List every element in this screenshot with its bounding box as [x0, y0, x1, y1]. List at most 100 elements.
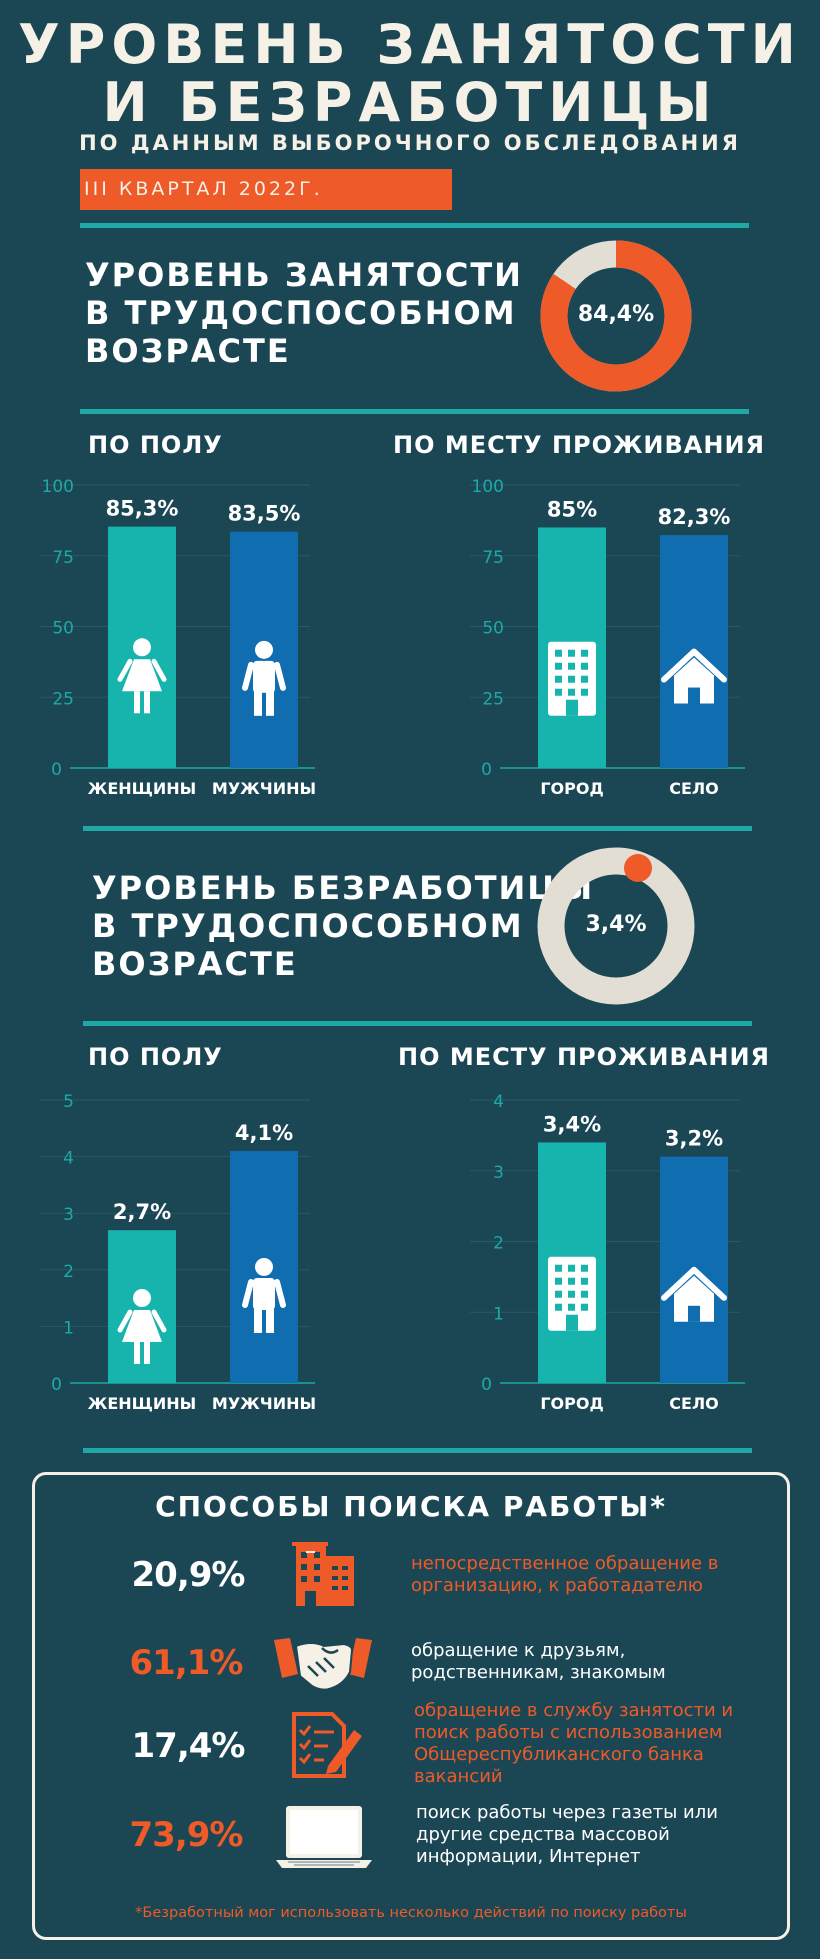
y-tick-label: 2: [63, 1262, 74, 1282]
unemployment-by-residence-chart: 0 1 2 3 4 3,4% ГОРОД 3,2% СЕЛО: [470, 1092, 745, 1413]
page-title-line1: УРОВЕНЬ ЗАНЯТОСТИ: [18, 13, 802, 76]
job-search-title: СПОСОБЫ ПОИСКА РАБОТЫ*: [155, 1490, 667, 1523]
method-text-line: вакансий: [414, 1766, 503, 1787]
method-text-line: обращение в службу занятости и: [414, 1700, 734, 1721]
y-tick-label: 0: [481, 760, 492, 780]
category-label: ЖЕНЩИНЫ: [88, 779, 196, 798]
unemployment-heading: УРОВЕНЬ БЕЗРАБОТИЦЫ В ТРУДОСПОСОБНОМ ВОЗ…: [92, 869, 594, 983]
divider: [83, 1448, 752, 1453]
house-icon: [661, 1266, 727, 1322]
y-tick-label: 2: [493, 1234, 504, 1254]
donut-track: [537, 847, 695, 1005]
laptop-icon: [276, 1806, 372, 1868]
category-label: ГОРОД: [540, 1394, 603, 1413]
y-tick-label: 3: [493, 1163, 504, 1183]
data-label: 85%: [547, 497, 597, 521]
handshake-icon: [274, 1638, 372, 1691]
quarter-badge: III КВАРТАЛ 2022Г.: [80, 169, 452, 210]
y-tick-label: 75: [52, 548, 74, 568]
employment-by-sex-heading: ПО ПОЛУ: [88, 431, 223, 459]
building-icon: [548, 1256, 596, 1331]
category-label: МУЖЧИНЫ: [212, 779, 316, 798]
unemployment-heading-line1: УРОВЕНЬ БЕЗРАБОТИЦЫ: [92, 869, 595, 907]
method-text-line: организацию, к работадателю: [411, 1575, 703, 1596]
donut-value-arc: [624, 854, 652, 882]
divider: [80, 223, 749, 228]
category-label: СЕЛО: [669, 779, 719, 798]
man-icon: [242, 640, 286, 716]
woman-icon: [117, 638, 167, 714]
method-text-line: непосредственное обращение в: [411, 1553, 719, 1574]
employment-by-sex-chart: 0 25 50 75 100 85,3% ЖЕНЩИНЫ 83,5% МУЖЧИНЫ: [40, 477, 316, 798]
method-text-line: обращение к друзьям,: [411, 1640, 626, 1661]
data-label: 3,2%: [665, 1127, 723, 1151]
method-text-line: родственникам, знакомым: [411, 1662, 666, 1683]
category-label: СЕЛО: [669, 1394, 719, 1413]
method-text: поиск работы через газеты или другие сре…: [416, 1802, 718, 1868]
building-icon: [548, 641, 596, 716]
unemployment-by-residence-heading: ПО МЕСТУ ПРОЖИВАНИЯ: [398, 1043, 771, 1071]
unemployment-heading-line3: ВОЗРАСТЕ: [92, 945, 298, 983]
man-icon: [242, 1257, 286, 1333]
y-tick-label: 1: [493, 1304, 504, 1324]
employment-donut: [540, 240, 692, 392]
y-tick-label: 1: [63, 1318, 74, 1338]
woman-icon: [117, 1289, 167, 1364]
method-text-line: Общереспубликанского банка: [414, 1744, 704, 1765]
office-building-icon: [292, 1542, 354, 1606]
category-label: ГОРОД: [540, 779, 603, 798]
method-text: непосредственное обращение в организацию…: [411, 1553, 718, 1597]
y-tick-label: 50: [482, 619, 504, 639]
employment-by-residence-chart: 0 25 50 75 100 85% ГОРОД 82,3% СЕЛО: [470, 477, 745, 798]
divider: [83, 826, 752, 831]
method-pct: 20,9%: [131, 1555, 246, 1595]
y-tick-label: 4: [63, 1149, 74, 1169]
y-tick-label: 50: [52, 619, 74, 639]
method-pct: 17,4%: [131, 1726, 246, 1766]
y-tick-label: 0: [51, 1375, 62, 1395]
page-subtitle: ПО ДАННЫМ ВЫБОРОЧНОГО ОБСЛЕДОВАНИЯ: [79, 131, 741, 155]
divider: [83, 1021, 752, 1026]
method-pct: 73,9%: [129, 1815, 244, 1855]
divider: [80, 409, 749, 414]
y-tick-label: 100: [472, 477, 504, 497]
y-tick-label: 0: [51, 760, 62, 780]
unemployment-heading-line2: В ТРУДОСПОСОБНОМ: [92, 907, 524, 945]
method-text: обращение в службу занятости и поиск раб…: [414, 1700, 733, 1788]
employment-by-residence-heading: ПО МЕСТУ ПРОЖИВАНИЯ: [393, 431, 766, 459]
data-label: 4,1%: [235, 1121, 293, 1145]
method-pct: 61,1%: [129, 1643, 244, 1683]
y-tick-label: 25: [482, 689, 504, 709]
category-label: ЖЕНЩИНЫ: [88, 1394, 196, 1413]
category-label: МУЖЧИНЫ: [212, 1394, 316, 1413]
employment-heading-line3: ВОЗРАСТЕ: [85, 332, 291, 370]
unemployment-by-sex-heading: ПО ПОЛУ: [88, 1043, 223, 1071]
employment-heading: УРОВЕНЬ ЗАНЯТОСТИ В ТРУДОСПОСОБНОМ ВОЗРА…: [85, 256, 523, 370]
unemployment-by-sex-chart: 0 1 2 3 4 5 2,7% ЖЕНЩИНЫ 4,1% МУЖЧИНЫ: [40, 1092, 316, 1413]
data-label: 83,5%: [228, 502, 301, 526]
document-pen-icon: [292, 1712, 362, 1778]
unemployment-donut: [537, 847, 695, 1005]
data-label: 3,4%: [543, 1112, 601, 1136]
method-text-line: информации, Интернет: [416, 1846, 641, 1867]
data-label: 2,7%: [113, 1200, 171, 1224]
data-label: 85,3%: [106, 497, 179, 521]
employment-heading-line1: УРОВЕНЬ ЗАНЯТОСТИ: [85, 256, 523, 294]
y-tick-label: 25: [52, 689, 74, 709]
method-text: обращение к друзьям, родственникам, знак…: [411, 1640, 666, 1684]
data-label: 82,3%: [658, 505, 731, 529]
method-text-line: поиск работы с использованием: [414, 1722, 723, 1743]
donut-value-arc: [540, 240, 692, 392]
y-tick-label: 100: [42, 477, 74, 497]
job-search-panel: [32, 1472, 790, 1940]
y-tick-label: 5: [63, 1092, 74, 1112]
y-tick-label: 75: [482, 548, 504, 568]
y-tick-label: 0: [481, 1375, 492, 1395]
unemployment-donut-label: 3,4%: [585, 912, 647, 937]
page-title-line2: И БЕЗРАБОТИЦЫ: [102, 71, 718, 134]
employment-donut-label: 84,4%: [577, 302, 655, 327]
footnote: *Безработный мог использовать несколько …: [135, 1905, 687, 1921]
method-text-line: поиск работы через газеты или: [416, 1802, 718, 1823]
method-text-line: другие средства массовой: [416, 1824, 670, 1845]
y-tick-label: 3: [63, 1205, 74, 1225]
